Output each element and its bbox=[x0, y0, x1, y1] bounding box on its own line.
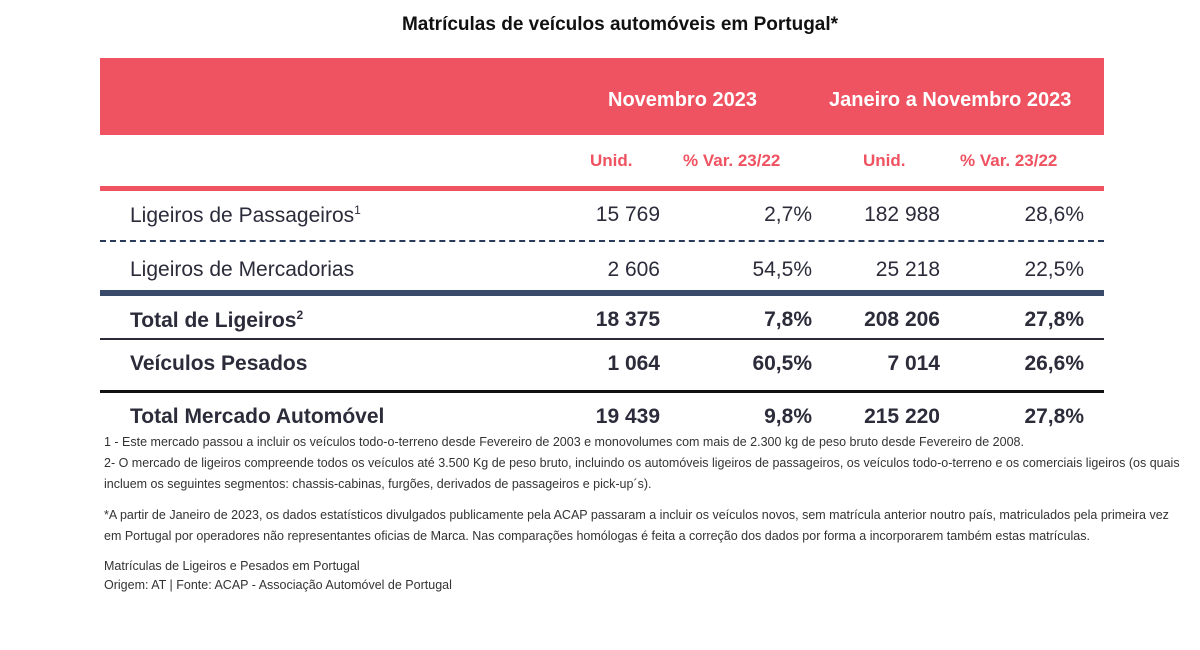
cell-nov-var: 7,8% bbox=[764, 308, 812, 331]
period-november: Novembro 2023 bbox=[608, 89, 757, 111]
footnote-asterisk: *A partir de Janeiro de 2023, os dados e… bbox=[104, 508, 1169, 543]
table-row: Ligeiros de Passageiros1 15 769 2,7% 182… bbox=[100, 191, 1104, 240]
cell-nov-var: 2,7% bbox=[764, 203, 812, 226]
cell-ytd-units: 7 014 bbox=[887, 352, 940, 375]
table-row-grand-total: Total Mercado Automóvel 19 439 9,8% 215 … bbox=[100, 393, 1104, 435]
cell-nov-var: 9,8% bbox=[764, 405, 812, 428]
cell-ytd-var: 27,8% bbox=[1024, 308, 1084, 331]
cell-ytd-var: 22,5% bbox=[1024, 258, 1084, 281]
period-year-to-date: Janeiro a Novembro 2023 bbox=[829, 89, 1072, 111]
row-divider bbox=[100, 290, 1104, 296]
row-label: Total de Ligeiros2 bbox=[130, 308, 304, 332]
cell-ytd-units: 182 988 bbox=[864, 203, 940, 226]
row-divider bbox=[100, 390, 1104, 393]
col-units-ytd: Unid. bbox=[863, 151, 906, 170]
col-var-november: % Var. 23/22 bbox=[683, 151, 781, 170]
row-label: Ligeiros de Mercadorias bbox=[130, 258, 355, 281]
cell-nov-units: 2 606 bbox=[607, 258, 660, 281]
row-divider bbox=[100, 338, 1104, 340]
row-label: Veículos Pesados bbox=[130, 352, 308, 375]
registrations-table: Novembro 2023 Janeiro a Novembro 2023 Un… bbox=[100, 58, 1104, 435]
table-row: Ligeiros de Mercadorias 2 606 54,5% 25 2… bbox=[100, 246, 1104, 290]
period-header: Novembro 2023 Janeiro a Novembro 2023 bbox=[100, 58, 1104, 135]
cell-nov-units: 1 064 bbox=[607, 352, 660, 375]
cell-nov-units: 15 769 bbox=[595, 203, 660, 226]
cell-ytd-units: 25 218 bbox=[875, 258, 940, 281]
footnote-marker: 1 bbox=[354, 203, 361, 217]
row-divider bbox=[100, 240, 1104, 246]
source-origin: Origem: AT | Fonte: ACAP - Associação Au… bbox=[104, 578, 452, 592]
col-var-ytd: % Var. 23/22 bbox=[960, 151, 1058, 170]
table-row: Veículos Pesados 1 064 60,5% 7 014 26,6% bbox=[100, 340, 1104, 390]
cell-nov-units: 18 375 bbox=[595, 308, 660, 331]
cell-nov-var: 54,5% bbox=[752, 258, 812, 281]
footnote-1: 1 - Este mercado passou a incluir os veí… bbox=[104, 435, 1024, 449]
table-row-total: Total de Ligeiros2 18 375 7,8% 208 206 2… bbox=[100, 296, 1104, 338]
cell-nov-units: 19 439 bbox=[595, 405, 660, 428]
footnote-marker: 2 bbox=[296, 308, 304, 322]
col-units-november: Unid. bbox=[590, 151, 633, 170]
cell-ytd-units: 208 206 bbox=[864, 308, 940, 331]
cell-ytd-var: 28,6% bbox=[1024, 203, 1084, 226]
cell-ytd-var: 27,8% bbox=[1024, 405, 1084, 428]
source-title: Matrículas de Ligeiros e Pesados em Port… bbox=[104, 559, 360, 573]
column-header: Unid. % Var. 23/22 Unid. % Var. 23/22 bbox=[100, 135, 1104, 191]
cell-ytd-var: 26,6% bbox=[1024, 352, 1084, 375]
row-label: Ligeiros de Passageiros1 bbox=[130, 203, 361, 227]
page-title: Matrículas de veículos automóveis em Por… bbox=[401, 14, 839, 35]
row-label: Total Mercado Automóvel bbox=[130, 405, 385, 428]
footnote-2: 2- O mercado de ligeiros compreende todo… bbox=[104, 456, 1180, 491]
cell-nov-var: 60,5% bbox=[752, 352, 812, 375]
cell-ytd-units: 215 220 bbox=[864, 405, 940, 428]
footnotes: 1 - Este mercado passou a incluir os veí… bbox=[104, 432, 1184, 595]
